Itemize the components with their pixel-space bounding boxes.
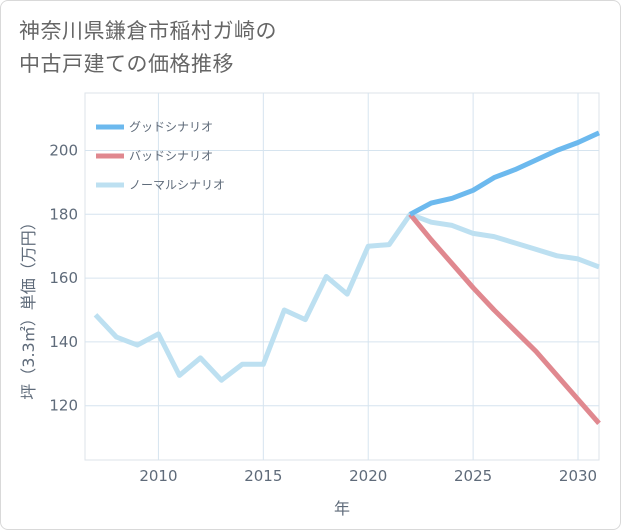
series-line-1 [409, 130, 601, 217]
y-tick-label: 120 [49, 397, 78, 415]
y-tick-label: 180 [49, 205, 78, 223]
y-axis-title: 坪（3.3㎡）単価（万円） [19, 214, 38, 399]
x-tick-label: 2030 [559, 467, 597, 485]
y-tick-label: 160 [49, 269, 78, 287]
grid-lines [85, 93, 599, 460]
chart-title: 神奈川県鎌倉市稲村ガ崎の 中古戸建ての価格推移 [19, 15, 277, 81]
tick-labels: 2010 2015 2020 2025 2030 120 140 160 180 200 [49, 141, 597, 485]
plot-area [84, 92, 600, 461]
legend-label: グッドシナリオ [129, 120, 213, 134]
x-tick-label: 2010 [139, 467, 177, 485]
series-line-3 [93, 211, 600, 383]
x-tick-label: 2020 [349, 467, 387, 485]
chart-title-line-1: 神奈川県鎌倉市稲村ガ崎の [19, 19, 277, 43]
x-axis-title: 年 [334, 499, 350, 518]
x-tick-label: 2015 [244, 467, 282, 485]
series-line-2 [408, 212, 601, 425]
chart-title-line-2: 中古戸建ての価格推移 [19, 52, 234, 76]
legend-label: バッドシナリオ [129, 149, 213, 163]
y-tick-label: 200 [49, 141, 78, 159]
series-lines [93, 130, 601, 425]
y-tick-label: 140 [49, 333, 78, 351]
legend-label: ノーマルシナリオ [129, 178, 225, 192]
x-tick-label: 2025 [454, 467, 492, 485]
